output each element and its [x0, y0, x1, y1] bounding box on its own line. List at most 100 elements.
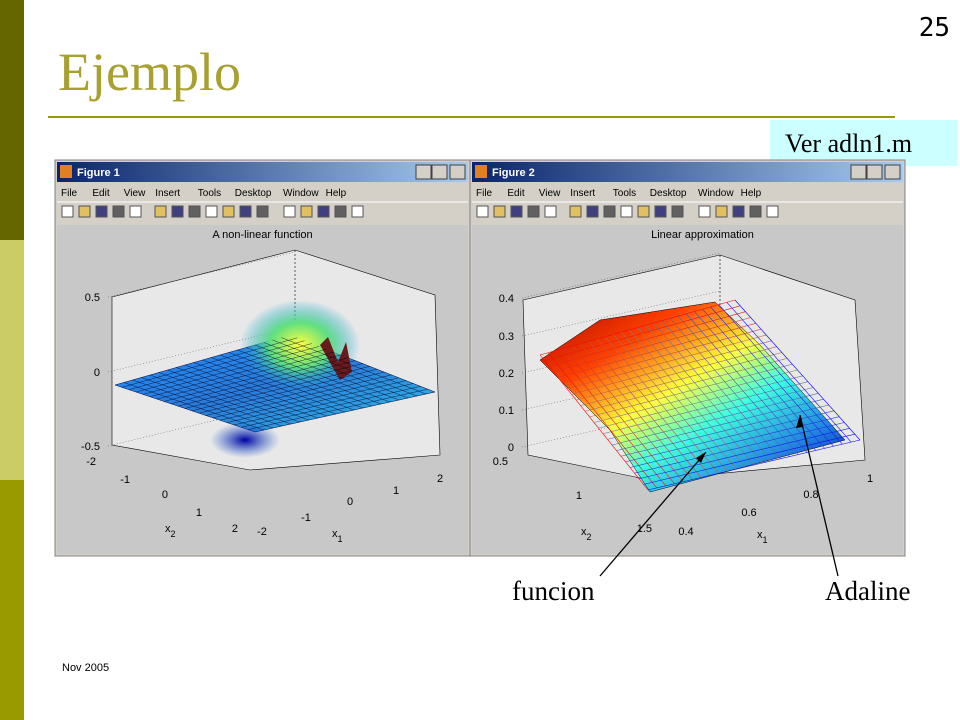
toolbar-button[interactable] — [527, 205, 540, 218]
toolbar-button[interactable] — [95, 205, 108, 218]
toolbar-button[interactable] — [620, 205, 633, 218]
mesh-line — [247, 388, 428, 430]
toolbar-button[interactable] — [715, 205, 728, 218]
menu-item[interactable]: File — [61, 188, 78, 199]
menu-item[interactable]: Window — [698, 188, 734, 199]
z-tick-label: 0.3 — [499, 331, 514, 343]
axis-label: x1 — [332, 528, 343, 544]
surface-dip — [210, 422, 280, 458]
toolbar-button[interactable] — [510, 205, 523, 218]
toolbar-button[interactable] — [476, 205, 489, 218]
axis-label: x2 — [165, 523, 176, 539]
mesh-line — [254, 344, 400, 401]
mesh-line — [184, 363, 363, 409]
x1-tick-label: 2 — [437, 473, 443, 485]
z-tick-label: -0.5 — [81, 441, 100, 453]
z-tick-label: 0.2 — [499, 368, 514, 380]
grid-line — [107, 326, 296, 373]
toolbar-button[interactable] — [61, 205, 74, 218]
toolbar-button[interactable] — [171, 205, 184, 218]
mesh-line — [233, 383, 414, 426]
surface-edge — [320, 337, 352, 380]
toolbar-button[interactable] — [205, 205, 218, 218]
x1-tick-label: 1 — [867, 473, 873, 485]
toolbar-button[interactable] — [78, 205, 91, 218]
grid-line — [521, 364, 721, 411]
toolbar-button[interactable] — [749, 205, 762, 218]
x2-tick-label: 0 — [162, 489, 168, 501]
toolbar-button[interactable] — [300, 205, 313, 218]
callout-box — [770, 120, 958, 166]
toolbar-button[interactable] — [239, 205, 252, 218]
menu-item[interactable]: Tools — [198, 188, 221, 199]
mesh-line — [638, 428, 850, 480]
callout: Ver adln1.m — [785, 129, 912, 158]
toolbar-button[interactable] — [188, 205, 201, 218]
mesh-line — [237, 349, 382, 405]
toolbar-button[interactable] — [569, 205, 582, 218]
window-button[interactable] — [415, 164, 432, 180]
toolbar-button[interactable] — [334, 205, 347, 218]
toolbar-button[interactable] — [637, 205, 650, 218]
axis-label-base: x — [757, 529, 763, 541]
menu-item[interactable]: Help — [326, 188, 347, 199]
menu-item[interactable]: Edit — [507, 188, 524, 199]
toolbar-button[interactable] — [351, 205, 364, 218]
mesh-line — [718, 304, 843, 445]
x2-tick-label: 1 — [576, 490, 582, 502]
toolbar-button[interactable] — [154, 205, 167, 218]
mesh-line — [240, 386, 421, 428]
window-button[interactable] — [431, 164, 448, 180]
toolbar-button[interactable] — [129, 205, 142, 218]
toolbar-button[interactable] — [493, 205, 506, 218]
menu-item[interactable]: Window — [283, 188, 319, 199]
menu-item[interactable]: Desktop — [650, 188, 687, 199]
axis-label-base: x — [165, 523, 171, 535]
toolbar-button[interactable] — [222, 205, 235, 218]
x2-tick-label: 1 — [196, 507, 202, 519]
toolbar-button[interactable] — [766, 205, 779, 218]
toolbar-button[interactable] — [732, 205, 745, 218]
mesh-line — [212, 374, 392, 419]
menu-item[interactable]: Help — [741, 188, 762, 199]
toolbar-button[interactable] — [586, 205, 599, 218]
mesh-line — [281, 337, 427, 395]
z-tick-label: 0 — [94, 367, 100, 379]
window-button[interactable] — [866, 164, 883, 180]
axis-label-base: x — [332, 528, 338, 540]
toolbar-button[interactable] — [283, 205, 296, 218]
menu-item[interactable]: View — [539, 188, 561, 199]
menu-item[interactable]: View — [124, 188, 146, 199]
toolbar-button[interactable] — [698, 205, 711, 218]
toolbar-button[interactable] — [544, 205, 557, 218]
window-button[interactable] — [449, 164, 466, 180]
window-button[interactable] — [884, 164, 901, 180]
mesh-line — [710, 306, 834, 447]
menu-item[interactable]: Edit — [92, 188, 109, 199]
menu-item[interactable]: Insert — [570, 188, 595, 199]
menu-item[interactable]: File — [476, 188, 493, 199]
axis-label: x1 — [757, 529, 768, 545]
title-bar — [472, 162, 903, 182]
footer: Nov 2005 — [62, 662, 109, 674]
toolbar-button[interactable] — [317, 205, 330, 218]
menu-item[interactable]: Tools — [613, 188, 636, 199]
side-bar — [0, 240, 24, 480]
toolbar-button[interactable] — [112, 205, 125, 218]
arrow-head — [696, 452, 706, 463]
mesh-line — [647, 439, 861, 491]
mesh-line — [191, 366, 370, 412]
toolbar-button[interactable] — [256, 205, 269, 218]
mesh-line — [228, 352, 373, 407]
menu-item[interactable]: Insert — [155, 188, 180, 199]
toolbar-button[interactable] — [654, 205, 667, 218]
toolbar-button[interactable] — [671, 205, 684, 218]
mesh-line — [272, 339, 418, 397]
side-bar — [0, 0, 24, 240]
toolbar-button[interactable] — [603, 205, 616, 218]
slide-title: Ejemplo — [58, 42, 241, 102]
plot-title: A non-linear function — [212, 229, 312, 241]
window-button[interactable] — [850, 164, 867, 180]
x1-tick-label: 0.6 — [741, 507, 756, 519]
menu-item[interactable]: Desktop — [235, 188, 272, 199]
